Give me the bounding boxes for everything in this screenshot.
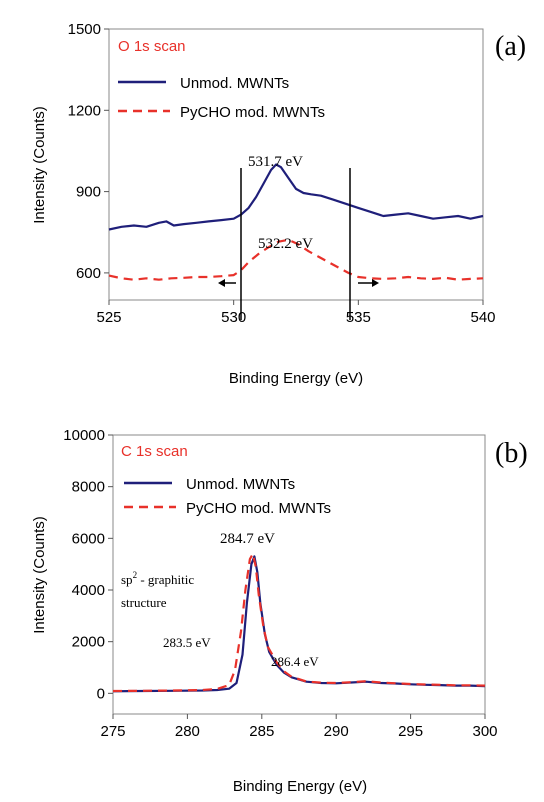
legend-label-unmod: Unmod. MWNTs	[180, 75, 289, 92]
annotation-structure: structure	[121, 595, 167, 610]
y-tick-label: 600	[76, 265, 101, 282]
y-tick-label: 10000	[63, 427, 105, 444]
y-tick-label: 1500	[68, 21, 101, 38]
x-axis-ticks: 525 530 535 540	[96, 300, 496, 326]
series-line-unmod-mwnts	[112, 555, 486, 693]
x-tick-label: 290	[324, 723, 349, 740]
y-axis-ticks: 600 900 1200 1500	[68, 21, 109, 282]
left-arrow-head	[218, 279, 225, 287]
annotation-sp2: sp2 - graphitic	[121, 570, 194, 587]
annotation-sp2-sup: 2	[133, 570, 138, 580]
x-axis-label: Binding Energy (eV)	[229, 370, 363, 387]
x-tick-label: 280	[175, 723, 200, 740]
y-tick-label: 4000	[72, 582, 105, 599]
panel-label: (b)	[495, 438, 528, 469]
y-tick-label: 6000	[72, 530, 105, 547]
legend-label-mod: PyCHO mod. MWNTs	[186, 500, 331, 517]
y-tick-label: 0	[97, 685, 105, 702]
x-tick-label: 535	[346, 309, 371, 326]
plot-frame	[112, 434, 486, 715]
series-lines	[108, 163, 484, 281]
y-tick-label: 8000	[72, 479, 105, 496]
legend-label-mod: PyCHO mod. MWNTs	[180, 104, 325, 121]
panel-b-c1s-chart: 0 2000 4000 6000 8000 10000 275 280 285 290 295 30…	[31, 427, 528, 795]
panel-label: (a)	[495, 31, 526, 62]
x-tick-label: 275	[100, 723, 125, 740]
annotation-main-peak: 284.7 eV	[220, 531, 275, 547]
x-axis-ticks: 275 280 285 290 295 300	[100, 714, 498, 740]
x-axis-label: Binding Energy (eV)	[233, 778, 367, 795]
annotation-peak-unmod: 531.7 eV	[248, 154, 303, 170]
series-lines	[112, 552, 486, 693]
series-line-unmod-mwnts	[108, 163, 484, 231]
y-axis-ticks: 0 2000 4000 6000 8000 10000	[63, 427, 113, 702]
y-tick-label: 2000	[72, 634, 105, 651]
annotation-peak-mod: 532.2 eV	[258, 236, 313, 252]
x-tick-label: 530	[221, 309, 246, 326]
x-tick-label: 300	[472, 723, 497, 740]
panel-a-o1s-chart: 600 900 1200 1500 525 530 535 540 O 1s scan (a…	[31, 21, 526, 387]
annotation-sp2-base: sp	[121, 572, 133, 587]
x-tick-label: 525	[96, 309, 121, 326]
x-tick-label: 540	[470, 309, 495, 326]
y-tick-label: 900	[76, 184, 101, 201]
chart-title: O 1s scan	[118, 38, 186, 55]
x-tick-label: 295	[398, 723, 423, 740]
x-tick-label: 285	[249, 723, 274, 740]
series-line-pycho-mod-mwnts	[108, 238, 484, 281]
chart-title: C 1s scan	[121, 443, 188, 460]
annotation-right-shoulder: 286.4 eV	[271, 654, 319, 669]
series-line-pycho-mod-mwnts	[112, 552, 486, 693]
y-tick-label: 1200	[68, 102, 101, 119]
annotation-sp2-rest: - graphitic	[137, 572, 194, 587]
plot-frame	[108, 28, 484, 301]
y-axis-label: Intensity (Counts)	[31, 106, 48, 224]
y-axis-label: Intensity (Counts)	[31, 516, 48, 634]
legend-label-unmod: Unmod. MWNTs	[186, 476, 295, 493]
annotation-left-shoulder: 283.5 eV	[163, 635, 211, 650]
right-arrow-head	[372, 279, 379, 287]
